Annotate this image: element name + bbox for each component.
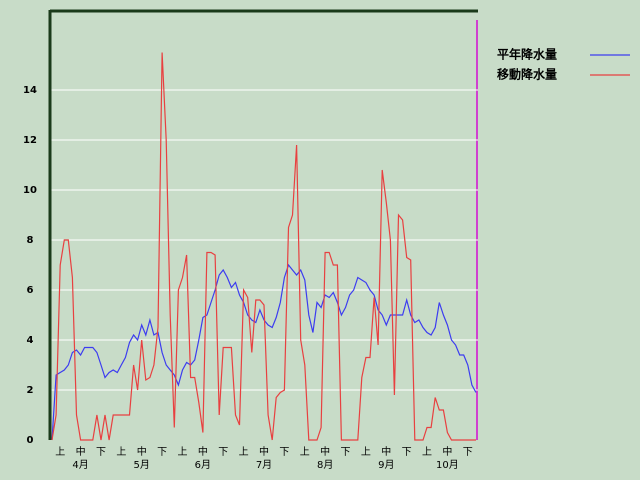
x-tick-label: 下 (341, 447, 351, 458)
x-tick-label: 中 (320, 445, 330, 458)
y-tick-label: 12 (23, 135, 37, 146)
month-label: 9月 (378, 459, 394, 471)
month-label: 4月 (72, 459, 88, 471)
month-label: 10月 (436, 459, 459, 471)
month-label: 7月 (256, 459, 272, 471)
y-tick-label: 14 (23, 85, 37, 96)
x-tick-label: 上 (116, 446, 126, 458)
x-tick-label: 上 (55, 446, 65, 458)
y-tick-label: 6 (27, 285, 34, 296)
y-tick-label: 0 (27, 435, 34, 446)
month-label: 8月 (317, 459, 333, 471)
x-tick-label: 上 (300, 446, 310, 458)
month-label: 6月 (195, 459, 211, 471)
x-tick-label: 中 (259, 445, 269, 458)
x-tick-label: 下 (96, 447, 106, 458)
x-tick-label: 下 (463, 447, 473, 458)
y-tick-label: 4 (27, 335, 34, 346)
x-tick-label: 上 (177, 446, 187, 458)
x-tick-label: 中 (198, 445, 208, 458)
x-tick-label: 下 (279, 447, 289, 458)
legend-label: 移動降水量 (497, 67, 557, 82)
x-tick-label: 中 (76, 445, 86, 458)
legend-label: 平年降水量 (497, 47, 557, 62)
x-tick-label: 中 (381, 445, 391, 458)
x-tick-label: 上 (239, 446, 249, 458)
y-tick-label: 10 (23, 185, 37, 196)
x-tick-label: 中 (137, 445, 147, 458)
month-label: 5月 (134, 459, 150, 471)
y-tick-label: 8 (27, 235, 34, 246)
x-tick-label: 下 (402, 447, 412, 458)
x-tick-label: 上 (361, 446, 371, 458)
x-tick-label: 下 (157, 447, 167, 458)
x-tick-label: 中 (442, 445, 452, 458)
data-line (51, 52, 476, 441)
x-tick-label: 上 (422, 446, 432, 458)
y-tick-label: 2 (27, 385, 34, 396)
x-tick-label: 下 (218, 447, 228, 458)
